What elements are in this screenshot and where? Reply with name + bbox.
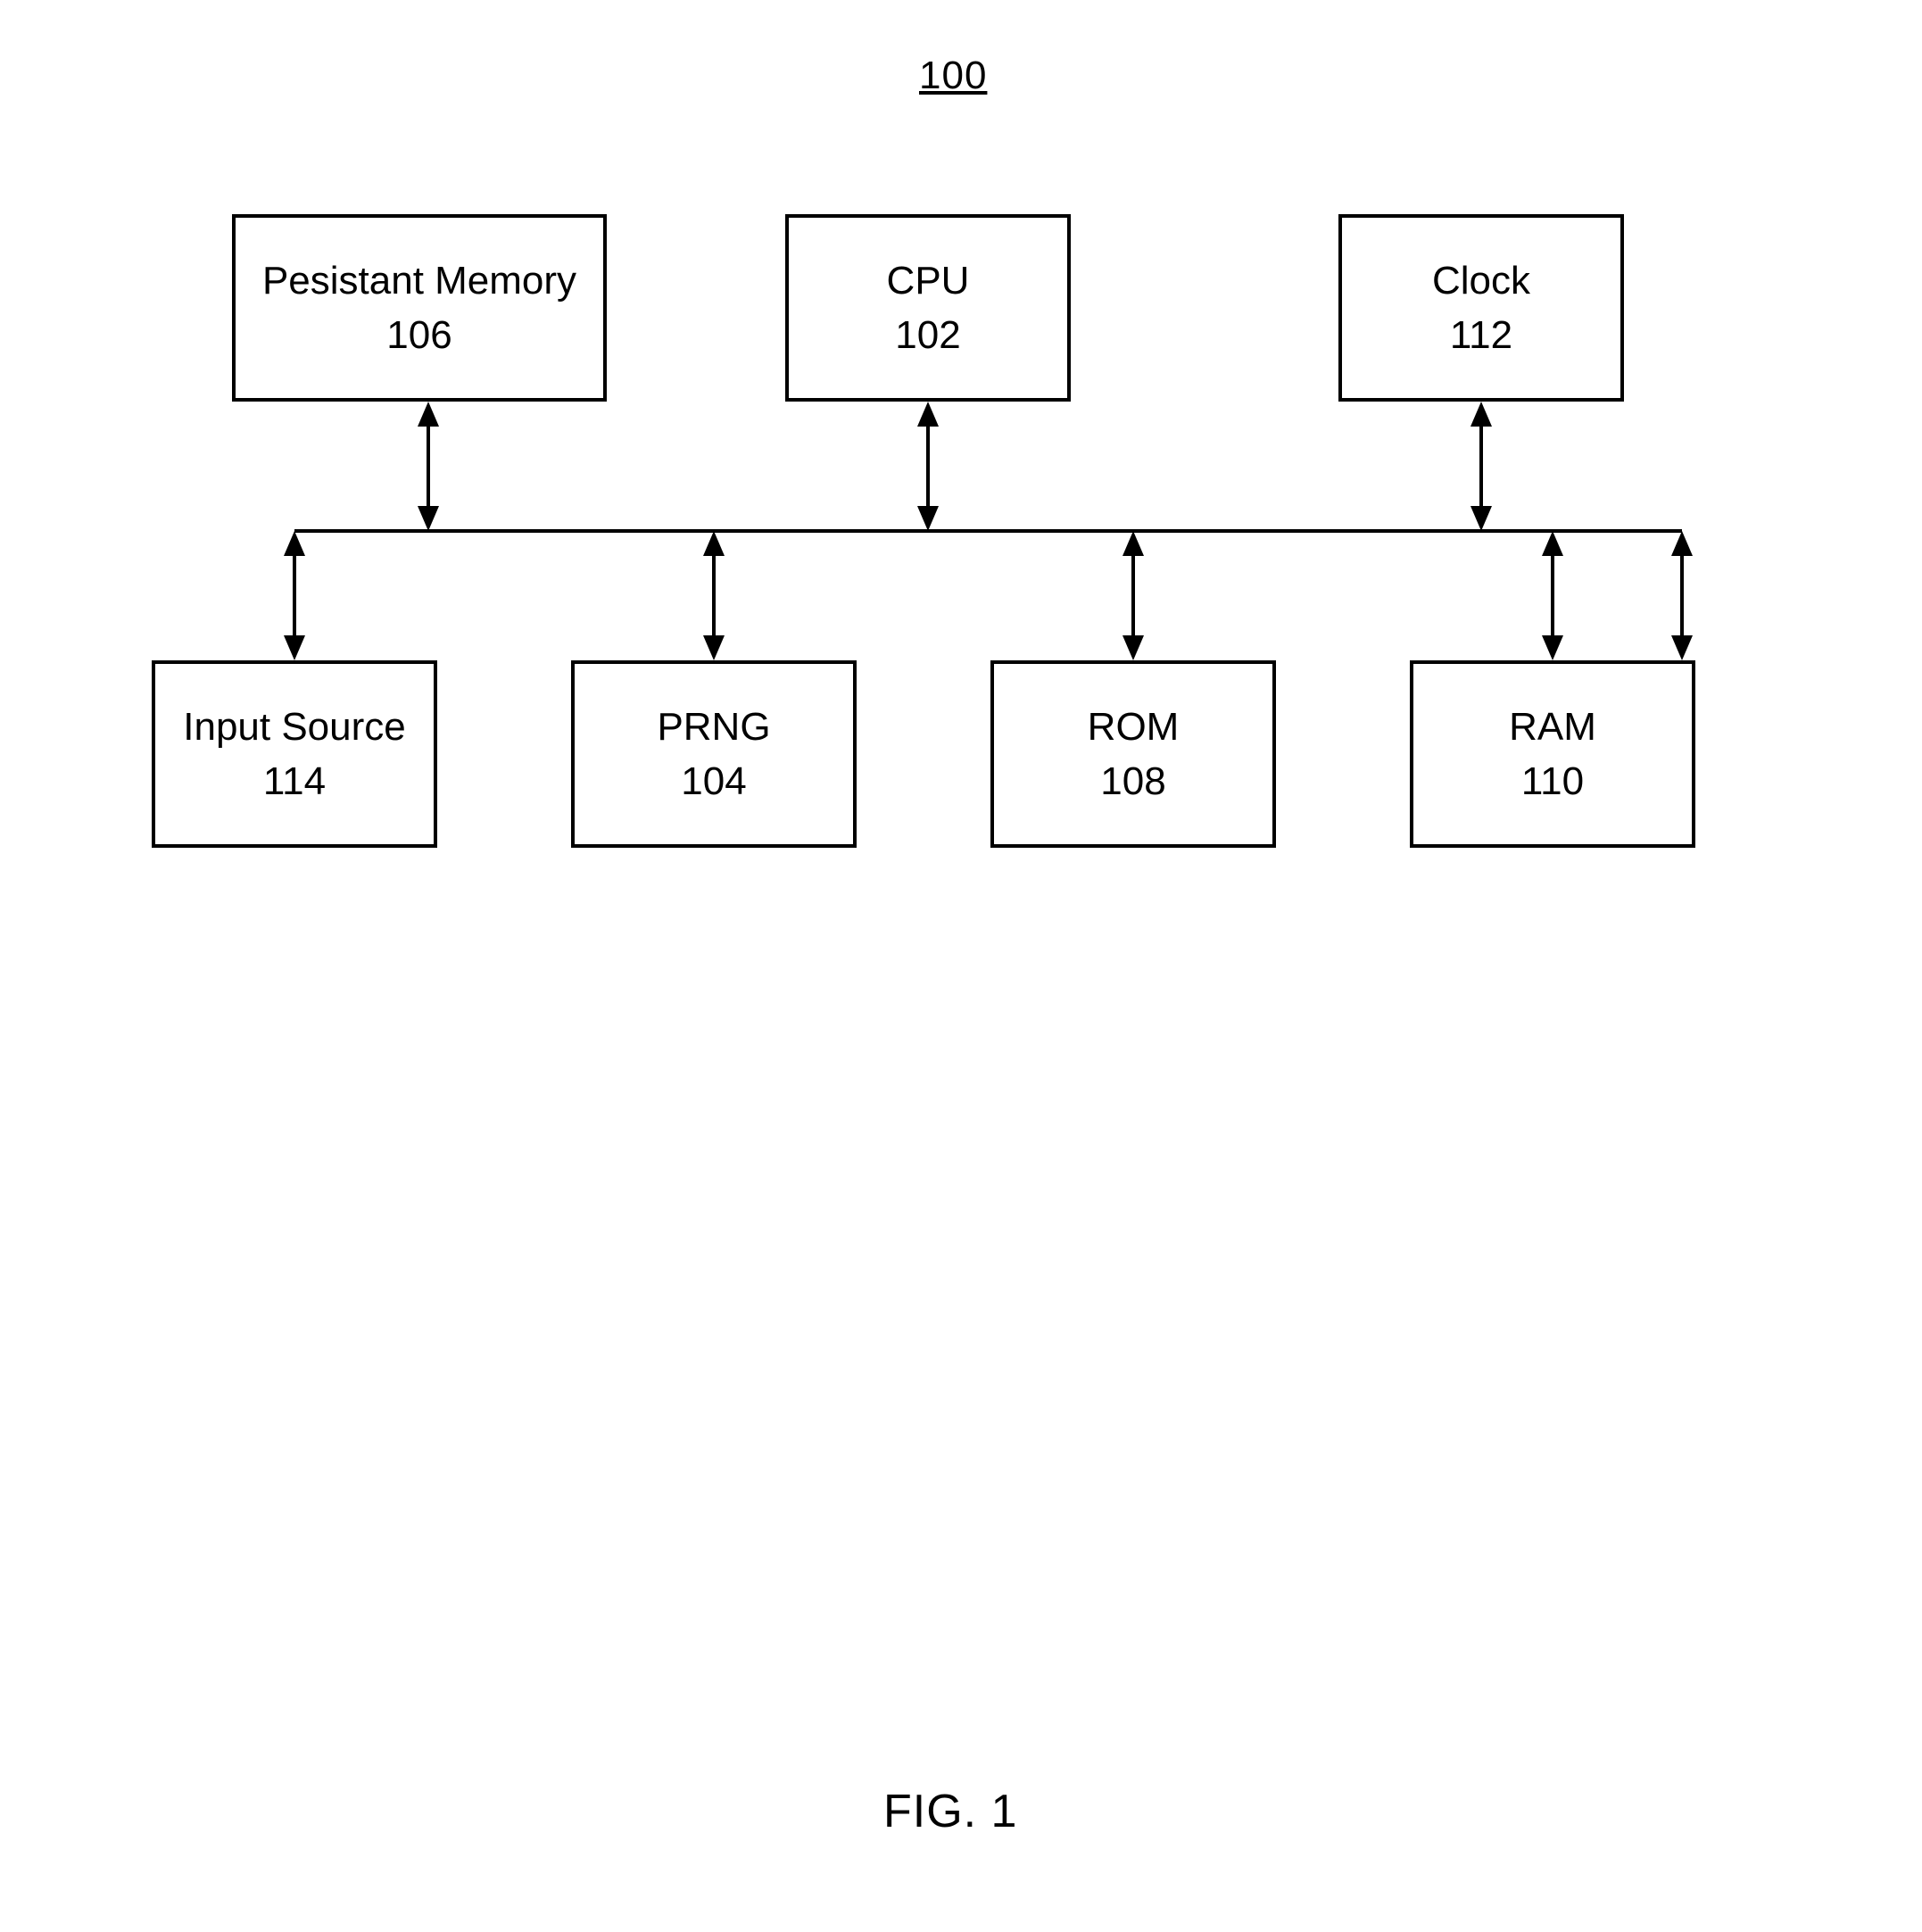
bus-diagram xyxy=(0,0,1922,1932)
diagram-canvas: 100 Pesistant Memory 106 CPU 102 Clock 1… xyxy=(0,0,1922,1932)
figure-caption: FIG. 1 xyxy=(883,1785,1017,1838)
